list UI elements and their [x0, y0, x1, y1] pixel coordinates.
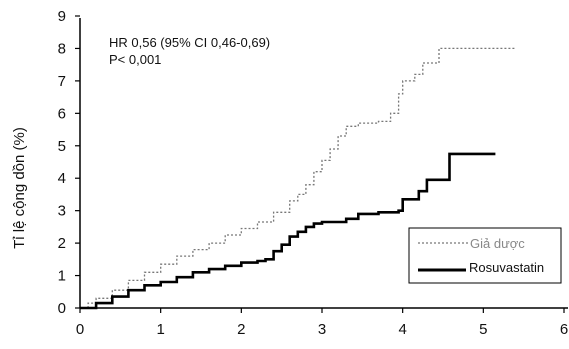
y-ticks: 0 1 2 3 4 5 6 7 8 9: [58, 8, 80, 317]
x-ticks: 0 1 2 3 4 5 6: [76, 308, 568, 338]
legend-label-rosuvastatin: Rosuvastatin: [469, 260, 544, 275]
legend: Giả dược Rosuvastatin: [408, 227, 562, 284]
y-tick-label: 5: [58, 138, 66, 155]
series-lines: [80, 47, 516, 310]
y-tick-label: 8: [58, 40, 66, 57]
x-tick-label: 2: [237, 321, 245, 338]
x-tick-label: 3: [318, 321, 326, 338]
series-line-rosuvastatin: [80, 152, 496, 310]
x-tick-label: 4: [398, 321, 406, 338]
hr-annotation: HR 0,56 (95% CI 0,46-0,69): [109, 35, 270, 50]
y-tick-label: 0: [58, 300, 66, 317]
x-tick-label: 6: [560, 321, 568, 338]
y-tick-label: 1: [58, 268, 66, 285]
p-value-annotation: P< 0,001: [109, 52, 161, 67]
y-tick-label: 9: [58, 8, 66, 25]
legend-label-placebo: Giả dược: [470, 236, 525, 251]
x-tick-label: 0: [76, 321, 84, 338]
y-gridless-axes: [79, 18, 568, 309]
x-tick-label: 1: [156, 321, 164, 338]
y-tick-label: 7: [58, 73, 66, 90]
y-tick-label: 6: [58, 105, 66, 122]
y-tick-label: 4: [58, 170, 66, 187]
y-axis-label: Tỉ lệ cộng dồn (%): [11, 127, 28, 249]
x-tick-label: 5: [479, 321, 487, 338]
series-line-placebo: [80, 47, 516, 309]
legend-box: [408, 227, 562, 284]
y-tick-label: 3: [58, 203, 66, 220]
y-tick-label: 2: [58, 235, 66, 252]
